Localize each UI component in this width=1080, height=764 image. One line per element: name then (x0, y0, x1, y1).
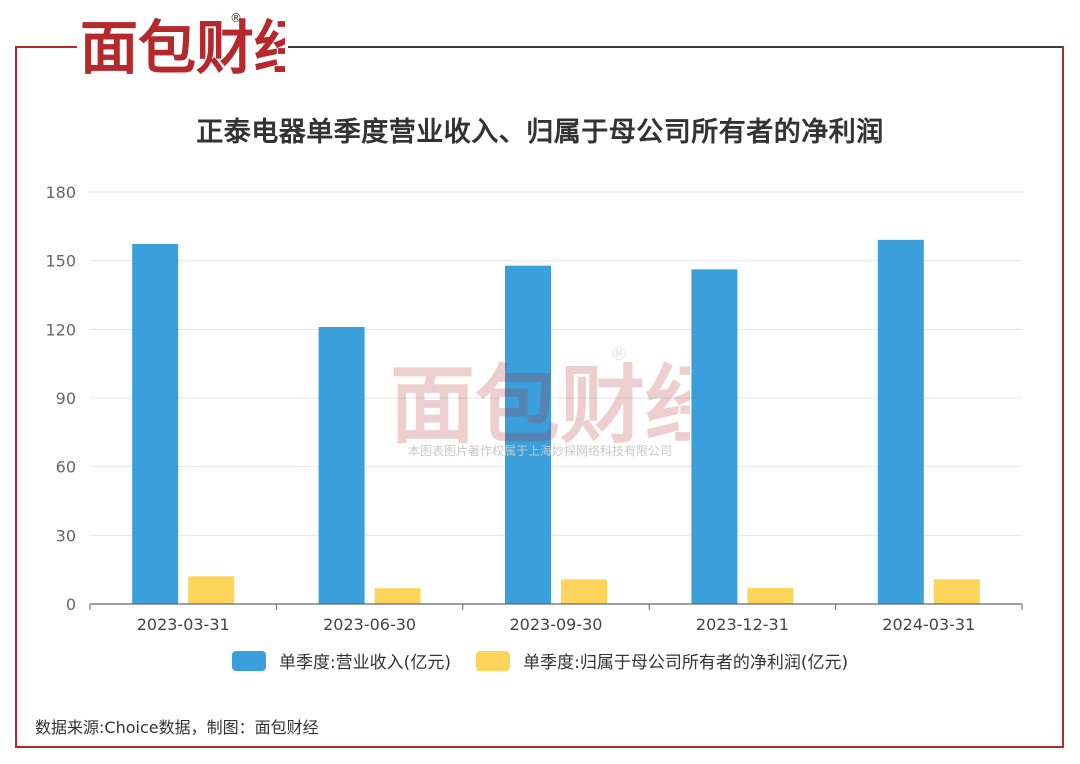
legend-item-revenue[interactable]: 单季度:营业收入(亿元) (231, 648, 451, 673)
frame-line-right (288, 46, 1064, 48)
brand-logo-text: 面包财经 (80, 14, 285, 76)
x-tick-label: 2023-03-31 (137, 615, 230, 634)
x-tick-label: 2023-06-30 (323, 615, 416, 634)
x-tick-label: 2024-03-31 (882, 615, 975, 634)
legend-item-net-profit[interactable]: 单季度:归属于母公司所有者的净利润(亿元) (476, 648, 848, 673)
bar-revenue[interactable] (877, 239, 924, 605)
legend-label-revenue: 单季度:营业收入(亿元) (278, 653, 451, 673)
x-tick-label: 2023-09-30 (510, 615, 603, 634)
y-tick-label: 90 (56, 389, 76, 408)
legend-swatch-revenue (231, 650, 266, 671)
bar-net-profit[interactable] (188, 576, 235, 604)
bars (132, 239, 980, 605)
svg-text:®: ® (230, 11, 242, 25)
source-note: 数据来源:Choice数据，制图：面包财经 (35, 718, 319, 737)
y-tick-label: 60 (56, 458, 76, 477)
y-tick-label: 150 (45, 252, 76, 271)
watermark-notice: 本图表图片著作权属于上海妙探网络科技有限公司 (407, 444, 672, 458)
svg-text:®: ® (610, 344, 628, 365)
chart-title: 正泰电器单季度营业收入、归属于母公司所有者的净利润 (196, 117, 884, 148)
legend-label-net-profit: 单季度:归属于母公司所有者的净利润(亿元) (523, 653, 849, 673)
bar-net-profit[interactable] (561, 579, 607, 604)
y-tick-label: 180 (45, 183, 76, 202)
bar-revenue[interactable] (132, 243, 179, 605)
bar-net-profit[interactable] (747, 587, 794, 604)
bar-revenue[interactable] (691, 269, 738, 604)
y-tick-label: 0 (66, 595, 76, 614)
chart-legend: 单季度:营业收入(亿元) 单季度:归属于母公司所有者的净利润(亿元) (0, 648, 1080, 673)
brand-logo: 面包财经 ® (80, 11, 285, 76)
frame-line-left (15, 46, 77, 48)
watermark-logo: 面包财经 ® (390, 344, 690, 456)
x-axis: 2023-03-31 2023-06-30 2023-09-30 2023-12-31… (89, 603, 1023, 634)
bar-revenue[interactable] (318, 327, 365, 604)
watermark-logo-text: 面包财经 (390, 357, 690, 456)
y-axis-ticks: 0 30 60 90 120 150 180 (45, 183, 76, 614)
bar-net-profit[interactable] (374, 588, 421, 604)
chart-frame (15, 46, 1064, 748)
x-tick-label: 2023-12-31 (696, 615, 789, 634)
gridlines (90, 191, 1022, 536)
bar-revenue[interactable] (505, 265, 551, 604)
y-tick-label: 120 (45, 320, 76, 339)
legend-swatch-net-profit (476, 650, 511, 671)
bar-net-profit[interactable] (933, 579, 980, 604)
y-tick-label: 30 (56, 526, 76, 545)
